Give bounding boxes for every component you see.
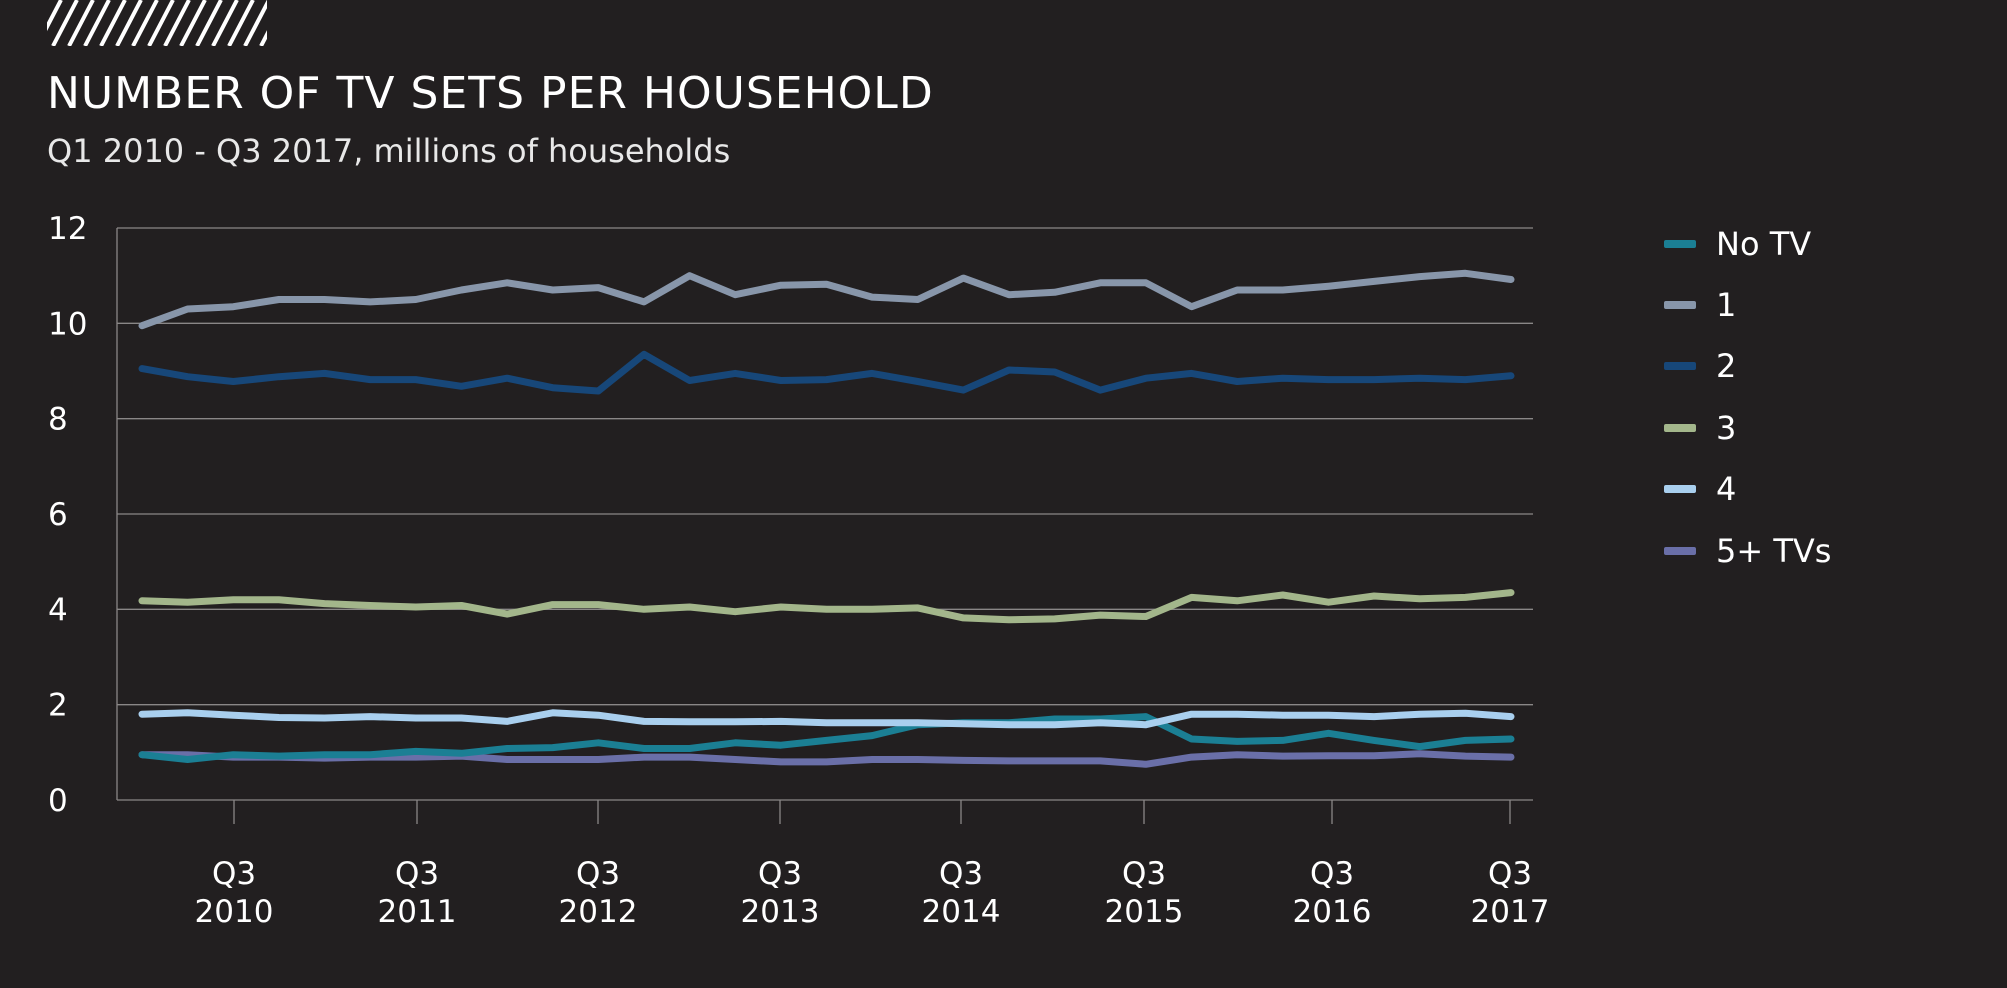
- y-tick-label: 0: [48, 783, 68, 819]
- x-tick-label: 2010: [195, 894, 274, 930]
- legend-item: 2: [1664, 336, 1831, 397]
- legend-label: 4: [1716, 470, 1737, 509]
- y-tick-label: 10: [48, 306, 87, 342]
- legend-swatch: [1664, 239, 1696, 248]
- legend-label: 5+ TVs: [1716, 531, 1832, 570]
- legend-swatch: [1664, 362, 1696, 371]
- legend-swatch: [1664, 301, 1696, 310]
- legend-swatch: [1664, 423, 1696, 432]
- chart-title: NUMBER OF TV SETS PER HOUSEHOLD: [47, 68, 934, 119]
- legend-item: 3: [1664, 397, 1831, 458]
- y-tick-label: 8: [48, 402, 68, 438]
- y-tick-label: 6: [48, 497, 68, 533]
- legend-label: 3: [1716, 408, 1737, 447]
- hatch-decoration: [47, 0, 267, 46]
- legend-item: 1: [1664, 274, 1831, 335]
- series-line-4: [138, 709, 1515, 729]
- x-tick-label: Q3: [576, 856, 620, 892]
- x-tick-label: 2011: [378, 894, 457, 930]
- legend-swatch: [1664, 485, 1696, 494]
- y-tick-label: 4: [48, 592, 68, 628]
- series-line-no-tv: [138, 713, 1515, 763]
- x-tick-label: 2016: [1293, 894, 1372, 930]
- x-tick-label: Q3: [1310, 856, 1354, 892]
- chart-subtitle: Q1 2010 - Q3 2017, millions of household…: [47, 132, 731, 170]
- series-line-1: [138, 269, 1515, 330]
- legend-item: 4: [1664, 459, 1831, 520]
- series-line-3: [138, 589, 1515, 624]
- y-tick-label: 12: [48, 211, 87, 247]
- x-tick-label: Q3: [1122, 856, 1166, 892]
- x-tick-label: Q3: [1488, 856, 1532, 892]
- legend-label: 2: [1716, 347, 1737, 386]
- legend-item: 5+ TVs: [1664, 520, 1831, 581]
- x-tick-label: 2013: [741, 894, 820, 930]
- x-tick-label: 2015: [1105, 894, 1184, 930]
- legend-label: 1: [1716, 286, 1737, 325]
- series-line-2: [138, 350, 1515, 395]
- x-tick-label: 2017: [1471, 894, 1550, 930]
- x-tick-label: Q3: [212, 856, 256, 892]
- y-tick-label: 2: [48, 688, 68, 724]
- legend-item: No TV: [1664, 213, 1831, 274]
- x-tick-label: Q3: [939, 856, 983, 892]
- x-tick-label: Q3: [395, 856, 439, 892]
- x-tick-label: Q3: [758, 856, 802, 892]
- x-tick-label: 2014: [922, 894, 1001, 930]
- chart-legend: No TV 1 2 3 4 5+ TVs: [1664, 213, 1831, 581]
- legend-swatch: [1664, 546, 1696, 555]
- x-tick-label: 2012: [559, 894, 638, 930]
- legend-label: No TV: [1716, 224, 1812, 263]
